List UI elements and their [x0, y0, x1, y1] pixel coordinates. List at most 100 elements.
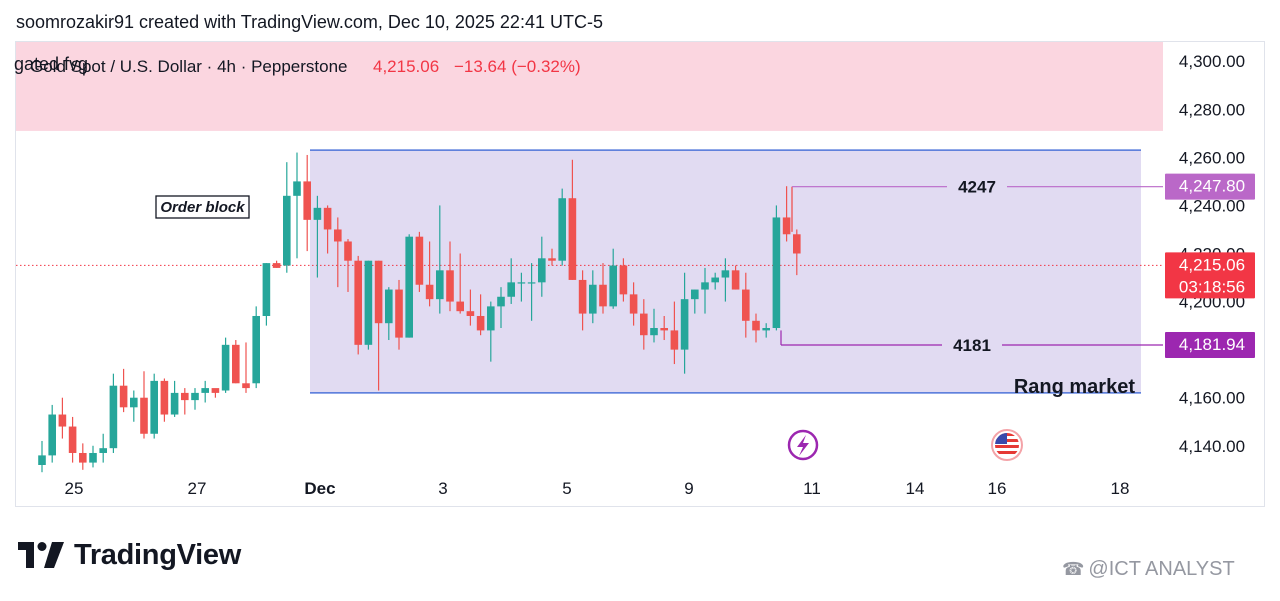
- candle[interactable]: [650, 308, 658, 343]
- us-flag-event-icon[interactable]: [991, 429, 1023, 461]
- candle[interactable]: [181, 388, 189, 415]
- candle-body: [68, 426, 77, 453]
- candle[interactable]: [323, 205, 332, 254]
- x-tick-label: 18: [1111, 479, 1130, 498]
- candle-body: [517, 282, 526, 284]
- candle[interactable]: [772, 205, 781, 331]
- fvg-zone: [16, 42, 1163, 131]
- candle-body: [456, 301, 464, 312]
- candle[interactable]: [344, 239, 352, 292]
- candle[interactable]: [354, 255, 362, 355]
- candle[interactable]: [793, 229, 801, 276]
- candle[interactable]: [119, 368, 128, 413]
- candle[interactable]: [374, 260, 383, 391]
- watermark-text: @ICT ANALYST: [1088, 558, 1235, 580]
- candle[interactable]: [211, 388, 220, 398]
- candle[interactable]: [109, 373, 118, 453]
- candle[interactable]: [425, 241, 434, 307]
- candle[interactable]: [711, 272, 719, 290]
- candle[interactable]: [497, 287, 505, 329]
- candle[interactable]: [742, 272, 750, 338]
- candle[interactable]: [589, 270, 597, 324]
- candle[interactable]: [436, 205, 444, 314]
- candle[interactable]: [599, 263, 607, 314]
- candle[interactable]: [456, 253, 464, 314]
- candle[interactable]: [283, 162, 291, 273]
- candle[interactable]: [79, 443, 87, 470]
- candle[interactable]: [517, 272, 526, 302]
- candle-body: [446, 270, 454, 302]
- legend-price: 4,215.06: [373, 57, 439, 76]
- candle-body: [283, 195, 291, 266]
- candle[interactable]: [660, 315, 668, 341]
- candle[interactable]: [272, 260, 281, 268]
- candle[interactable]: [538, 236, 546, 297]
- x-tick-label: 25: [65, 479, 84, 498]
- candle[interactable]: [48, 404, 56, 463]
- candle[interactable]: [558, 188, 566, 266]
- candle[interactable]: [487, 301, 495, 362]
- lightning-event-icon[interactable]: [787, 429, 819, 461]
- candle[interactable]: [170, 380, 179, 417]
- candle[interactable]: [782, 186, 791, 242]
- candle[interactable]: [99, 433, 107, 463]
- candle[interactable]: [150, 373, 158, 439]
- candle[interactable]: [140, 371, 148, 439]
- candle[interactable]: [221, 337, 230, 393]
- candle[interactable]: [619, 258, 628, 302]
- candle[interactable]: [313, 195, 322, 278]
- candle[interactable]: [466, 289, 475, 326]
- high-price-tag[interactable]: 4,247.80: [1165, 173, 1255, 200]
- high-price-tag-text: 4,247.80: [1179, 177, 1245, 196]
- candle[interactable]: [578, 270, 587, 331]
- candle[interactable]: [68, 416, 77, 463]
- candle[interactable]: [731, 265, 740, 290]
- candle[interactable]: [242, 342, 250, 393]
- candle[interactable]: [160, 378, 169, 422]
- candle[interactable]: [548, 248, 556, 266]
- y-tick-label: 4,140.00: [1179, 437, 1245, 456]
- candle[interactable]: [293, 152, 301, 259]
- candle[interactable]: [670, 301, 679, 365]
- candle[interactable]: [385, 287, 393, 341]
- candle[interactable]: [415, 231, 424, 292]
- candle-body: [680, 299, 689, 350]
- candle[interactable]: [58, 397, 67, 439]
- candle[interactable]: [568, 159, 577, 280]
- low-price-tag[interactable]: 4,181.94: [1165, 331, 1255, 358]
- candle[interactable]: [252, 306, 260, 389]
- candle[interactable]: [691, 289, 699, 314]
- candle[interactable]: [191, 388, 199, 410]
- candle[interactable]: [201, 380, 209, 403]
- candle[interactable]: [762, 323, 770, 338]
- candle[interactable]: [395, 279, 403, 350]
- candle[interactable]: [609, 248, 617, 309]
- candle[interactable]: [629, 282, 638, 326]
- candle[interactable]: [303, 154, 311, 252]
- candle[interactable]: [640, 299, 648, 350]
- candle[interactable]: [334, 217, 342, 288]
- candle[interactable]: [527, 263, 536, 321]
- tradingview-logo[interactable]: TradingView: [18, 537, 241, 573]
- current-price-tag[interactable]: 4,215.06 03:18:56: [1165, 252, 1255, 299]
- candle[interactable]: [130, 390, 138, 422]
- candle-body: [272, 263, 281, 268]
- candle-body: [660, 328, 668, 331]
- candle[interactable]: [364, 260, 373, 350]
- candle[interactable]: [262, 263, 271, 326]
- candle[interactable]: [405, 234, 413, 338]
- legend-symbol[interactable]: Gold Spot / U.S. Dollar · 4h · Peppersto…: [30, 57, 348, 76]
- candle[interactable]: [752, 313, 760, 343]
- candle[interactable]: [476, 294, 485, 336]
- candle[interactable]: [446, 241, 454, 312]
- candle[interactable]: [721, 258, 730, 302]
- social-icon: ☎: [1062, 559, 1085, 579]
- candle[interactable]: [89, 445, 97, 468]
- candle[interactable]: [701, 267, 709, 314]
- candle[interactable]: [507, 258, 515, 304]
- candle-body: [293, 181, 301, 196]
- candle[interactable]: [232, 340, 240, 384]
- candle[interactable]: [680, 272, 689, 374]
- candle[interactable]: [38, 440, 46, 473]
